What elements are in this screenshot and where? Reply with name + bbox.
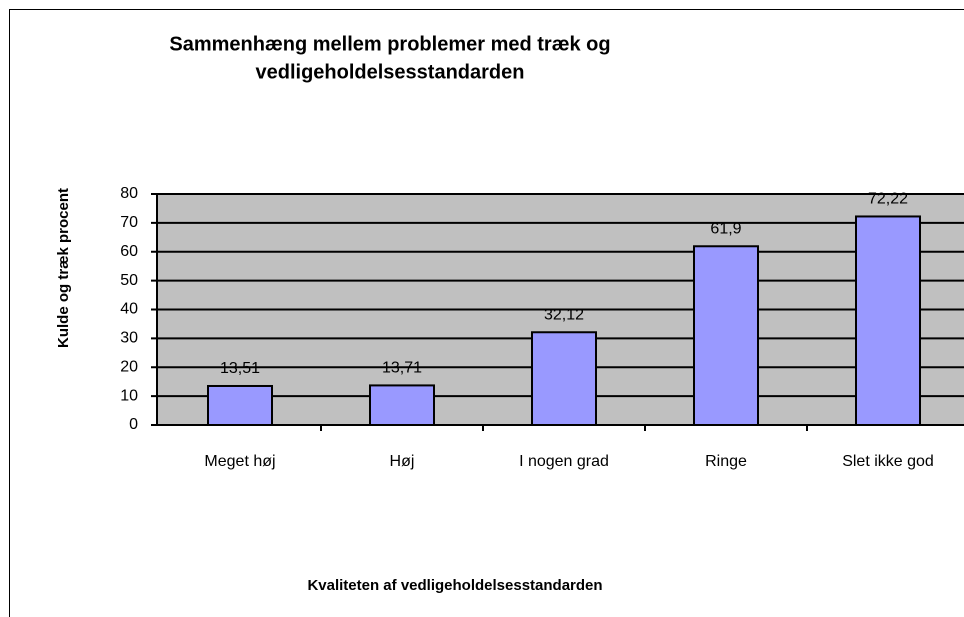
y-tick-label: 30 xyxy=(120,330,138,347)
y-tick-label: 70 xyxy=(120,214,138,231)
y-tick-label: 20 xyxy=(120,358,138,375)
bar xyxy=(693,245,759,426)
bar xyxy=(207,384,273,426)
x-tick-label: Ringe xyxy=(705,453,747,470)
bar xyxy=(855,215,921,426)
bar xyxy=(369,384,435,427)
y-tick-label: 60 xyxy=(120,243,138,260)
data-label: 61,9 xyxy=(710,220,741,237)
x-tick-label: Høj xyxy=(390,453,415,470)
data-label: 13,51 xyxy=(220,360,260,377)
x-axis-title: Kvaliteten af vedligeholdelsesstandarden xyxy=(307,577,602,594)
data-label: 32,12 xyxy=(544,306,584,323)
y-tick-label: 40 xyxy=(120,301,138,318)
y-axis-title: Kulde og træk procent xyxy=(55,188,72,348)
y-tick-label: 0 xyxy=(129,416,138,433)
data-label: 13,71 xyxy=(382,360,422,377)
bar xyxy=(531,331,597,427)
x-tick-label: Meget høj xyxy=(204,453,275,470)
x-tick-label: Slet ikke god xyxy=(842,453,934,470)
y-tick-label: 10 xyxy=(120,387,138,404)
chart-title: Sammenhæng mellem problemer med træk og xyxy=(169,33,610,55)
data-label: 72,22 xyxy=(868,191,908,208)
y-tick-label: 50 xyxy=(120,272,138,289)
chart-title: vedligeholdelsesstandarden xyxy=(256,61,525,83)
y-tick-label: 80 xyxy=(120,185,138,202)
x-tick-label: I nogen grad xyxy=(519,453,609,470)
